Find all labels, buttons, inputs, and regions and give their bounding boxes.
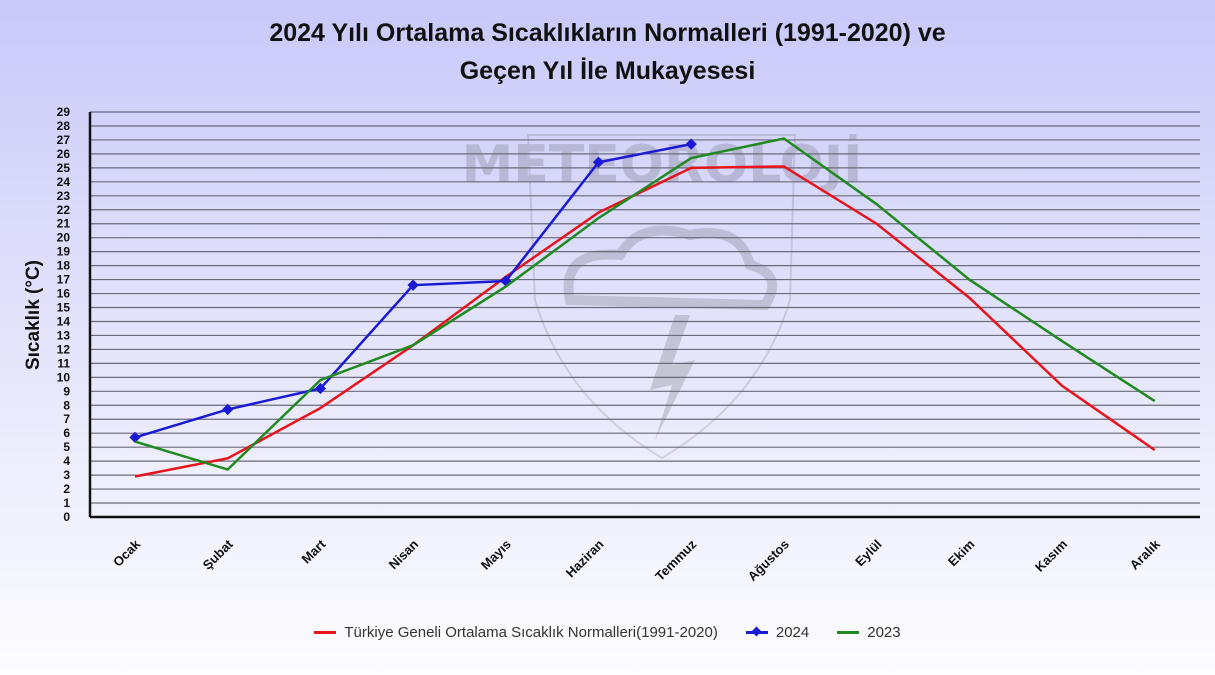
x-tick-label: Ağustos: [745, 537, 792, 584]
watermark-text: METEOROLOJİ: [462, 134, 863, 195]
legend-label: Türkiye Geneli Ortalama Sıcaklık Normall…: [344, 624, 718, 641]
legend-swatch: [837, 631, 860, 634]
y-tick-label: 3: [63, 468, 70, 482]
legend-label: 2024: [775, 624, 810, 641]
legend: Türkiye Geneli Ortalama Sıcaklık Normall…: [0, 624, 1215, 641]
y-tick-label: 5: [63, 440, 70, 454]
x-tick-label: Mart: [299, 536, 329, 566]
legend-item: 2024: [745, 624, 810, 641]
y-tick-label: 12: [57, 342, 71, 356]
y-tick-label: 19: [57, 245, 71, 259]
legend-label: 2023: [867, 624, 901, 641]
watermark-cloud-icon: [563, 225, 778, 311]
data-point: [592, 156, 605, 168]
y-tick-label: 7: [63, 412, 70, 426]
chart-title: 2024 Yılı Ortalama Sıcaklıkların Normall…: [0, 14, 1215, 90]
legend-swatch: [745, 626, 768, 637]
y-tick-label: 2: [63, 482, 70, 496]
x-tick-label: Kasım: [1032, 537, 1070, 575]
y-tick-label: 9: [63, 384, 70, 398]
data-point: [685, 138, 697, 150]
diamond-marker-icon: [751, 626, 762, 637]
y-tick-label: 11: [57, 356, 70, 370]
y-tick-label: 14: [57, 314, 71, 328]
x-tick-label: Mayıs: [478, 537, 514, 573]
y-tick-label: 1: [63, 496, 70, 510]
y-tick-label: 23: [57, 189, 71, 203]
legend-swatch: [314, 631, 337, 634]
x-tick-label: Temmuz: [652, 536, 700, 584]
x-tick-label: Aralık: [1127, 536, 1164, 573]
data-point: [407, 279, 419, 291]
x-tick-label: Ocak: [110, 536, 144, 570]
series-line-2: [134, 137, 1156, 471]
title-line-1: 2024 Yılı Ortalama Sıcaklıkların Normall…: [269, 19, 946, 47]
y-tick-label: 16: [57, 287, 71, 301]
y-tick-label: 13: [57, 328, 71, 342]
y-tick-label: 29: [57, 105, 71, 119]
y-tick-label: 24: [57, 175, 71, 189]
y-tick-label: 8: [63, 398, 70, 412]
y-tick-label: 15: [57, 301, 71, 315]
y-tick-label: 21: [57, 217, 71, 231]
y-tick-label: 4: [63, 454, 70, 468]
y-tick-label: 6: [63, 426, 70, 440]
x-tick-label: Nisan: [386, 536, 422, 572]
y-tick-label: 27: [57, 133, 71, 147]
y-tick-label: 17: [57, 273, 71, 287]
y-axis-label: Sıcaklık (°C): [23, 260, 44, 370]
y-tick-label: 0: [63, 510, 70, 524]
y-tick-label: 10: [57, 370, 71, 384]
series-line-0: [134, 165, 1156, 478]
legend-item: Türkiye Geneli Ortalama Sıcaklık Normall…: [314, 624, 718, 641]
y-tick-label: 22: [57, 203, 71, 217]
x-tick-label: Ekim: [945, 537, 978, 570]
data-point: [129, 431, 141, 444]
data-point: [314, 382, 327, 395]
title-line-2: Geçen Yıl İle Mukayesesi: [459, 57, 756, 85]
watermark-shield: [526, 134, 797, 460]
y-tick-label: 26: [57, 147, 71, 161]
legend-item: 2023: [837, 624, 901, 641]
x-tick-label: Eylül: [852, 537, 885, 570]
x-tick-label: Haziran: [563, 536, 607, 580]
y-tick-label: 20: [57, 231, 71, 245]
y-tick-label: 25: [57, 161, 71, 175]
data-point: [222, 403, 234, 416]
y-tick-label: 18: [57, 259, 71, 273]
y-tick-label: 28: [57, 119, 71, 133]
x-tick-label: Şubat: [200, 536, 237, 573]
